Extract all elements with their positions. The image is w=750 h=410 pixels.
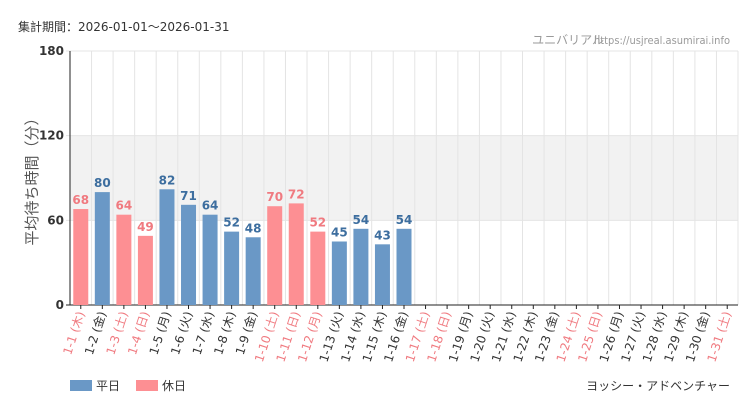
bar-5 bbox=[159, 189, 175, 305]
park-name: ユニバリアル bbox=[532, 33, 604, 47]
data-label: 72 bbox=[288, 187, 305, 201]
data-label: 68 bbox=[72, 193, 89, 207]
bar-13 bbox=[331, 241, 347, 305]
y-tick-label: 180 bbox=[39, 44, 64, 58]
y-axis-label: 平均待ち時間（分） bbox=[23, 110, 41, 245]
site-link[interactable]: https://usjreal.asumirai.info bbox=[594, 34, 730, 47]
legend-item-weekday[interactable]: 平日 bbox=[70, 379, 120, 393]
bar-7 bbox=[202, 214, 218, 305]
data-label: 45 bbox=[331, 226, 348, 240]
legend-swatch-weekday bbox=[70, 380, 92, 391]
y-tick-label: 0 bbox=[56, 298, 64, 312]
legend-item-holiday[interactable]: 休日 bbox=[136, 379, 186, 393]
y-tick-label: 120 bbox=[39, 129, 64, 143]
data-label: 80 bbox=[94, 176, 111, 190]
bar-3 bbox=[116, 214, 132, 305]
bar-12 bbox=[310, 231, 326, 305]
data-label: 43 bbox=[374, 228, 391, 242]
site-url[interactable]: https://usjreal.asumirai.info bbox=[594, 34, 730, 47]
data-label: 71 bbox=[180, 189, 197, 203]
data-label: 49 bbox=[137, 220, 154, 234]
bar-14 bbox=[353, 228, 369, 305]
bar-11 bbox=[288, 203, 304, 305]
data-label: 48 bbox=[245, 221, 262, 235]
bar-1 bbox=[73, 209, 89, 305]
bar-4 bbox=[137, 235, 153, 305]
data-label: 70 bbox=[266, 190, 283, 204]
data-label: 82 bbox=[159, 173, 176, 187]
legend-label-weekday: 平日 bbox=[96, 379, 120, 393]
attraction-name: ヨッシー・アドベンチャー bbox=[586, 379, 730, 393]
period-label: 集計期間：2026-01-01～2026-01-31 bbox=[18, 19, 229, 34]
data-label: 52 bbox=[223, 216, 240, 230]
legend-label-holiday: 休日 bbox=[162, 379, 186, 393]
bar-6 bbox=[181, 204, 197, 305]
data-label: 52 bbox=[309, 216, 326, 230]
bar-9 bbox=[245, 237, 261, 305]
bar-15 bbox=[374, 244, 390, 305]
bar-2 bbox=[94, 192, 110, 305]
bar-8 bbox=[224, 231, 240, 305]
y-tick-label: 60 bbox=[47, 213, 64, 227]
legend-swatch-holiday bbox=[136, 380, 158, 391]
bar-16 bbox=[396, 228, 412, 305]
data-label: 64 bbox=[116, 199, 133, 213]
data-label: 54 bbox=[353, 213, 370, 227]
legend: 平日 休日 bbox=[70, 379, 186, 393]
data-label: 54 bbox=[396, 213, 413, 227]
data-label: 64 bbox=[202, 199, 219, 213]
bar-10 bbox=[267, 206, 283, 305]
